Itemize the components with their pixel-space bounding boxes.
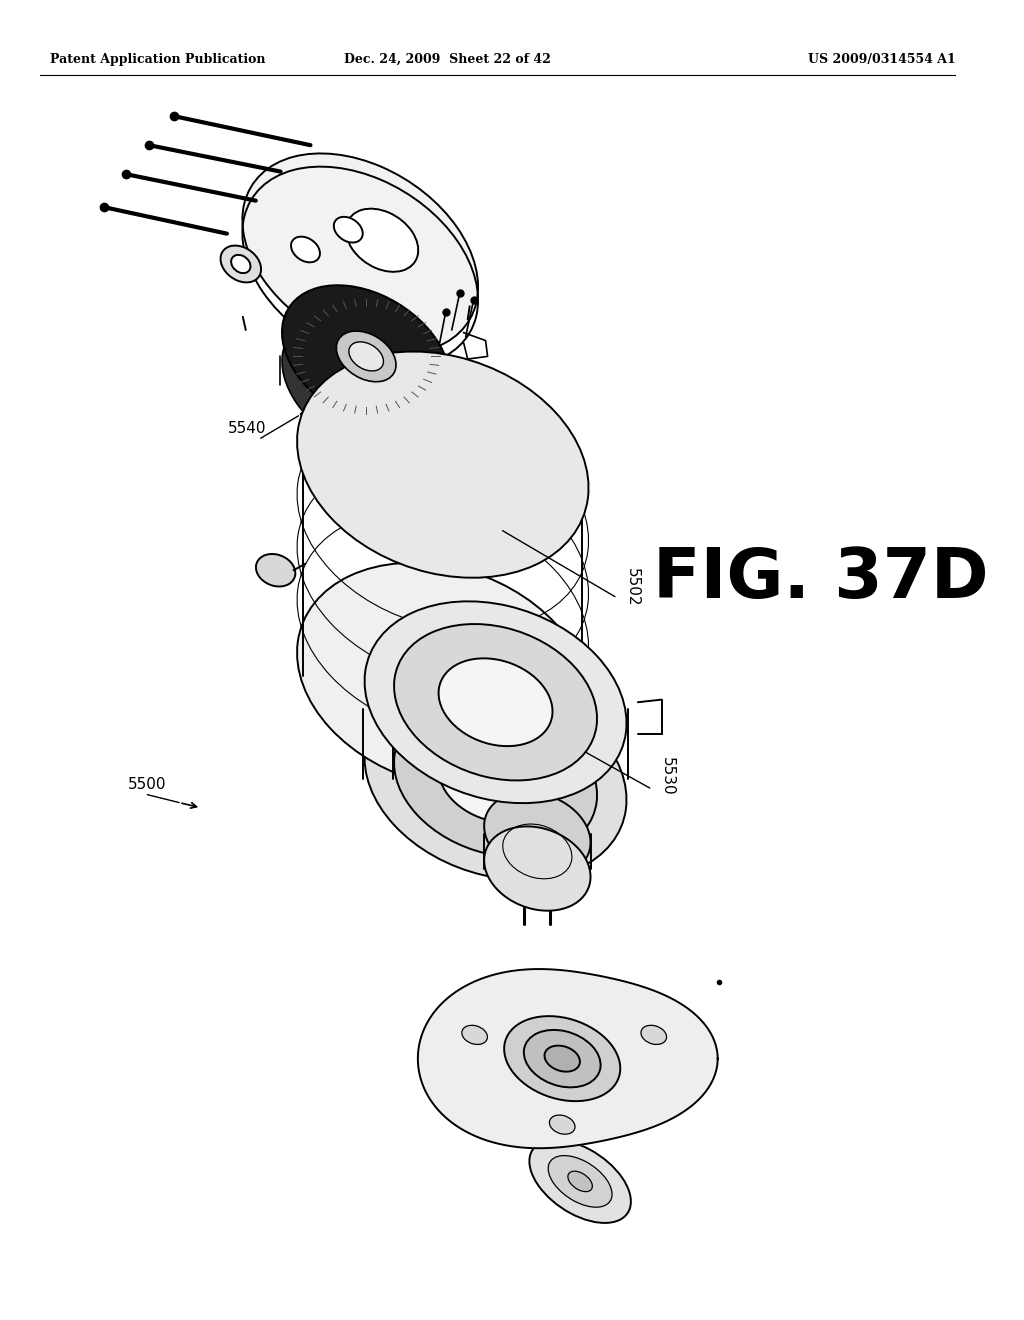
Ellipse shape	[438, 735, 553, 822]
Ellipse shape	[484, 826, 591, 911]
Text: FIG. 37D: FIG. 37D	[653, 545, 989, 611]
Text: 5540: 5540	[227, 421, 266, 437]
Ellipse shape	[394, 624, 597, 780]
Ellipse shape	[545, 1045, 580, 1072]
Ellipse shape	[291, 236, 319, 263]
Polygon shape	[303, 465, 582, 676]
Ellipse shape	[336, 331, 396, 381]
Ellipse shape	[394, 701, 597, 857]
Ellipse shape	[220, 246, 261, 282]
Polygon shape	[418, 969, 718, 1148]
Text: 5502: 5502	[625, 568, 640, 607]
Ellipse shape	[346, 209, 418, 272]
Ellipse shape	[504, 1016, 621, 1101]
Ellipse shape	[256, 554, 295, 586]
Ellipse shape	[524, 1030, 601, 1088]
Ellipse shape	[334, 216, 362, 243]
Ellipse shape	[349, 342, 384, 371]
Ellipse shape	[365, 602, 627, 803]
Ellipse shape	[548, 1155, 612, 1208]
Ellipse shape	[484, 792, 591, 876]
Ellipse shape	[243, 153, 478, 354]
Ellipse shape	[438, 659, 553, 746]
Ellipse shape	[529, 1140, 631, 1222]
Ellipse shape	[297, 562, 589, 789]
Text: 5500: 5500	[128, 777, 167, 792]
Text: US 2009/0314554 A1: US 2009/0314554 A1	[808, 53, 955, 66]
Ellipse shape	[282, 314, 451, 457]
Text: 5530: 5530	[659, 756, 675, 796]
Text: Dec. 24, 2009  Sheet 22 of 42: Dec. 24, 2009 Sheet 22 of 42	[344, 53, 551, 66]
Ellipse shape	[641, 1026, 667, 1044]
Ellipse shape	[231, 255, 251, 273]
Ellipse shape	[550, 1115, 575, 1134]
Text: Patent Application Publication: Patent Application Publication	[50, 53, 265, 66]
Ellipse shape	[568, 1171, 592, 1192]
Ellipse shape	[462, 1026, 487, 1044]
Ellipse shape	[282, 285, 451, 428]
Ellipse shape	[297, 351, 589, 578]
Ellipse shape	[365, 678, 627, 879]
